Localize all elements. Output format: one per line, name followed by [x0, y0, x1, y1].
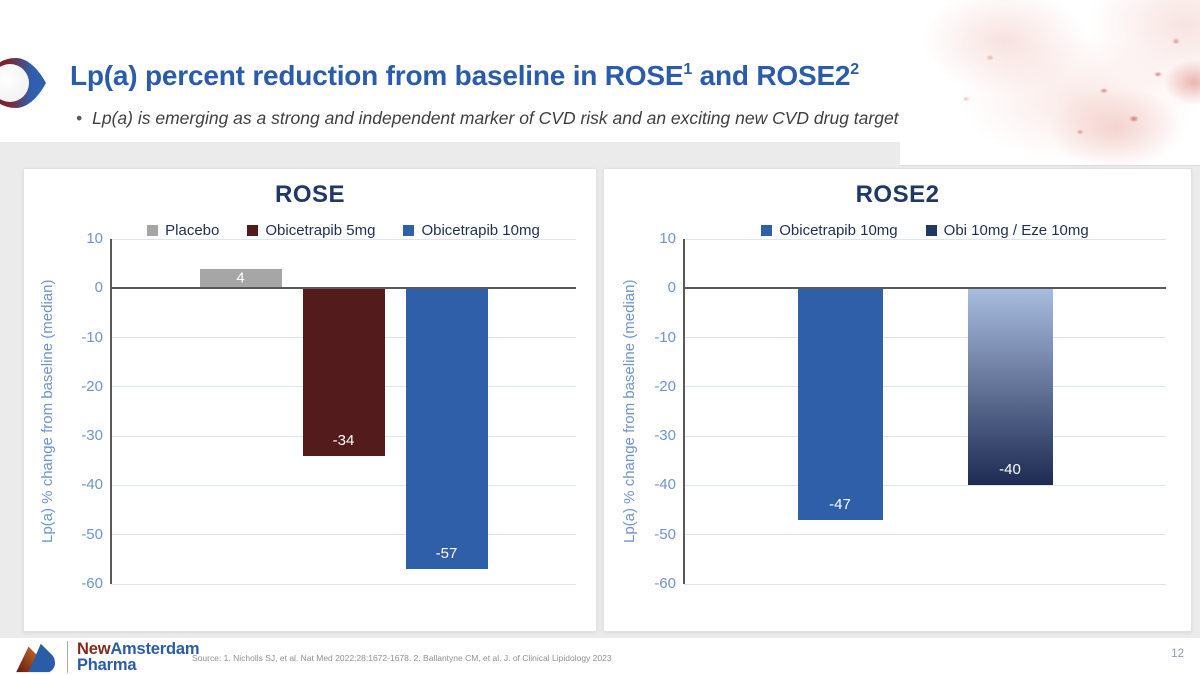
- bar-value-label: -34: [332, 431, 355, 449]
- legend-swatch-icon: [147, 225, 159, 236]
- legend-label: Obi 10mg / Eze 10mg: [943, 222, 1089, 239]
- footer: NewAmsterdam Pharma Source: 1. Nicholls …: [0, 638, 1200, 675]
- page-title-superscript-1: 1: [683, 60, 693, 78]
- chart-legend: Placebo Obicetrapib 5mg Obicetrapib 10mg: [111, 222, 576, 239]
- source-citation: Source: 1. Nicholls SJ, et al. Nat Med 2…: [192, 653, 612, 663]
- page-title: Lp(a) percent reduction from baseline in…: [70, 60, 859, 92]
- legend-swatch-icon: [925, 225, 937, 236]
- subtitle-text: Lp(a) is emerging as a strong and indepe…: [92, 108, 899, 128]
- bar-value-label: -40: [999, 461, 1021, 479]
- legend-swatch-icon: [761, 225, 773, 236]
- eye-logo-icon: [0, 58, 46, 108]
- y-tick-label: -50: [81, 525, 103, 543]
- legend-item: Obicetrapib 10mg: [403, 222, 540, 239]
- bar-obicetrapib-5mg: -34: [302, 288, 385, 456]
- y-tick-label: 0: [667, 279, 676, 297]
- legend-label: Obicetrapib 5mg: [265, 222, 376, 239]
- artery-image: [900, 0, 1200, 166]
- legend-item: Obicetrapib 5mg: [247, 222, 375, 239]
- legend-item: Obicetrapib 10mg: [761, 222, 898, 239]
- y-tick-label: -60: [81, 575, 103, 592]
- plot-area: 10 0 -10 -20 -30 -40 -50 -60 4 -34 -57: [81, 230, 576, 592]
- y-tick-label: -30: [81, 427, 103, 445]
- logo-text: NewAmsterdam Pharma: [77, 640, 200, 674]
- page-title-text: Lp(a) percent reduction from baseline in…: [70, 60, 684, 91]
- logo-divider: [67, 641, 68, 673]
- y-tick-label: 10: [86, 230, 103, 247]
- bar-obicetrapib-10mg: -57: [405, 288, 488, 570]
- legend-item: Placebo: [147, 222, 219, 239]
- logo-name-amsterdam: Amsterdam: [110, 640, 200, 658]
- y-tick-label: 10: [659, 230, 676, 247]
- gridline: [684, 386, 1166, 388]
- legend-label: Obicetrapib 10mg: [421, 222, 540, 239]
- logo-name-new: New: [77, 640, 111, 658]
- gridline: [111, 238, 576, 240]
- chart-title: ROSE: [274, 181, 345, 208]
- page-title-text-2: and ROSE2: [692, 60, 851, 91]
- y-tick-label: -50: [654, 525, 676, 543]
- logo-name-pharma: Pharma: [77, 656, 137, 674]
- page-number: 12: [1171, 648, 1184, 660]
- y-tick-label: -30: [654, 427, 676, 445]
- y-tick-label: -40: [654, 476, 676, 494]
- bar-obi-10mg-eze-10mg: -40: [967, 288, 1053, 486]
- y-tick-label: -20: [654, 377, 676, 395]
- gridline: [684, 484, 1166, 486]
- bar-placebo: 4: [199, 268, 282, 289]
- company-logo: NewAmsterdam Pharma: [14, 640, 200, 674]
- y-tick-label: -10: [81, 328, 103, 346]
- gridline: [684, 583, 1166, 585]
- gridline: [684, 534, 1166, 536]
- legend-swatch-icon: [403, 225, 415, 236]
- chart-panel-rose2: ROSE2 Obicetrapib 10mg Obi 10mg / Eze 10m…: [603, 168, 1192, 632]
- y-tick-label: -10: [654, 328, 676, 346]
- bar-value-label: 4: [236, 269, 245, 287]
- y-tick-label: -60: [654, 575, 676, 592]
- y-tick-label: -20: [81, 377, 103, 395]
- bar-value-label: -57: [435, 545, 458, 563]
- gridline: [684, 238, 1166, 240]
- subtitle-bullet: • Lp(a) is emerging as a strong and inde…: [76, 108, 899, 129]
- y-tick-label: 0: [94, 279, 103, 297]
- legend-label: Placebo: [165, 222, 220, 239]
- y-axis-title: Lp(a) % change from baseline (median): [39, 279, 56, 544]
- page-title-superscript-2: 2: [850, 60, 859, 78]
- gridline: [111, 484, 576, 486]
- legend-swatch-icon: [247, 225, 259, 236]
- y-tick-label: -40: [81, 476, 103, 494]
- legend-label: Obicetrapib 10mg: [779, 222, 898, 239]
- gridline: [684, 435, 1166, 437]
- gridline: [111, 534, 576, 536]
- zero-axis-line: [684, 287, 1166, 290]
- bullet-marker: •: [76, 108, 83, 128]
- plot-area: 10 0 -10 -20 -30 -40 -50 -60 -47 -40: [654, 230, 1166, 592]
- bar-obicetrapib-10mg: -47: [797, 288, 883, 520]
- company-logo-icon: [16, 643, 56, 673]
- legend-item: Obi 10mg / Eze 10mg: [925, 222, 1089, 239]
- bar-value-label: -47: [829, 495, 851, 513]
- gridline: [111, 583, 576, 585]
- zero-axis-line: [111, 287, 576, 290]
- chart-legend: Obicetrapib 10mg Obi 10mg / Eze 10mg: [684, 222, 1166, 239]
- chart-title: ROSE2: [855, 181, 940, 208]
- chart-panel-rose: ROSE Placebo Obicetrapib 5mg Obicetrapib 1…: [23, 168, 597, 632]
- gridline: [684, 337, 1166, 339]
